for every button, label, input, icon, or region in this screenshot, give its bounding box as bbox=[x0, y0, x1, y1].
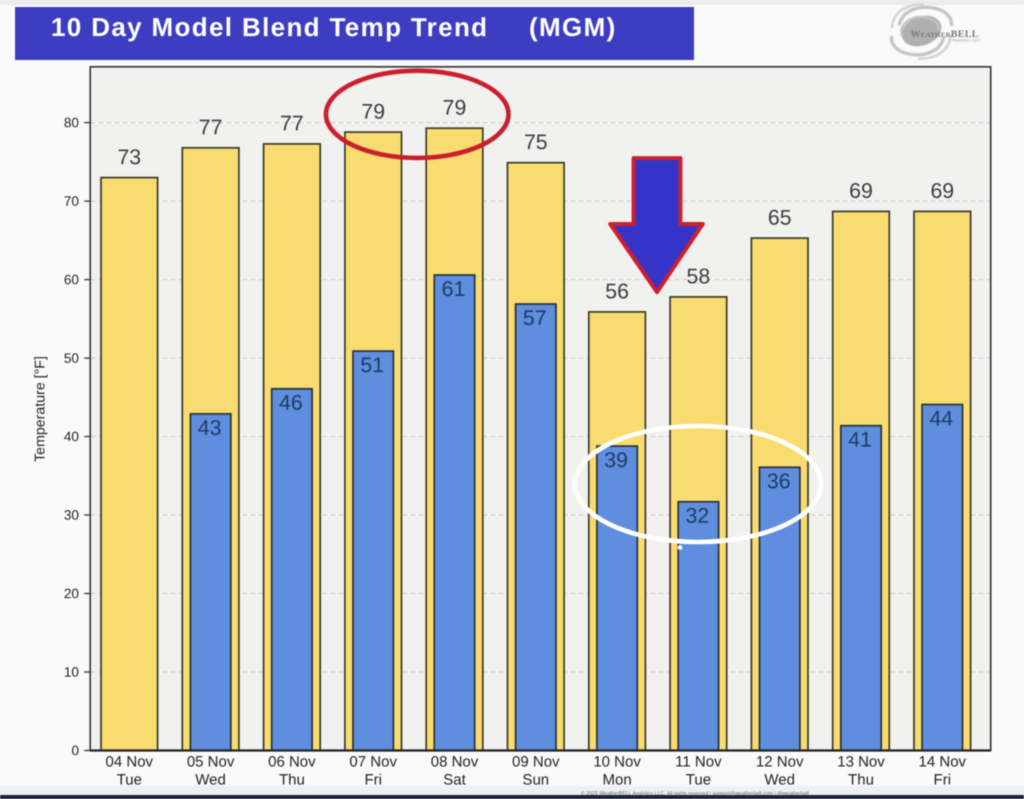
svg-text:0: 0 bbox=[71, 743, 79, 758]
svg-text:12 Nov: 12 Nov bbox=[756, 753, 804, 770]
svg-text:06 Nov: 06 Nov bbox=[268, 753, 316, 770]
svg-text:Mon: Mon bbox=[603, 771, 632, 788]
svg-text:30: 30 bbox=[64, 508, 80, 523]
svg-text:Thu: Thu bbox=[279, 771, 305, 788]
svg-text:13 Nov: 13 Nov bbox=[837, 753, 885, 770]
svg-text:07 Nov: 07 Nov bbox=[349, 753, 397, 770]
svg-text:Wed: Wed bbox=[764, 771, 795, 788]
svg-text:57: 57 bbox=[523, 306, 547, 330]
svg-text:40: 40 bbox=[64, 429, 80, 444]
svg-text:61: 61 bbox=[442, 277, 466, 301]
svg-text:Thu: Thu bbox=[848, 771, 874, 788]
svg-text:58: 58 bbox=[687, 264, 711, 288]
svg-text:Sun: Sun bbox=[522, 771, 549, 788]
svg-text:75: 75 bbox=[524, 130, 548, 154]
svg-text:56: 56 bbox=[605, 279, 629, 303]
svg-text:77: 77 bbox=[280, 111, 304, 135]
svg-text:09 Nov: 09 Nov bbox=[512, 753, 560, 770]
svg-text:© 2025 WeatherBELL Analytics L: © 2025 WeatherBELL Analytics LLC. All ri… bbox=[581, 790, 809, 797]
svg-text:Fri: Fri bbox=[934, 771, 952, 788]
svg-text:79: 79 bbox=[443, 96, 467, 120]
svg-text:36: 36 bbox=[767, 469, 791, 493]
svg-text:32: 32 bbox=[686, 504, 710, 528]
svg-text:70: 70 bbox=[64, 194, 80, 209]
svg-text:Wed: Wed bbox=[195, 771, 226, 788]
svg-text:(MGM): (MGM) bbox=[529, 12, 617, 42]
svg-text:79: 79 bbox=[361, 100, 385, 124]
svg-text:60: 60 bbox=[64, 272, 80, 287]
svg-text:77: 77 bbox=[199, 115, 223, 139]
svg-text:Sat: Sat bbox=[443, 771, 466, 788]
svg-text:Fri: Fri bbox=[364, 771, 382, 788]
svg-text:69: 69 bbox=[930, 179, 954, 203]
svg-text:10 Day Model Blend Temp Trend: 10 Day Model Blend Temp Trend bbox=[51, 12, 488, 42]
svg-text:Analytics LLC: Analytics LLC bbox=[951, 37, 982, 42]
svg-text:Temperature [°F]: Temperature [°F] bbox=[32, 356, 48, 462]
svg-text:39: 39 bbox=[604, 448, 628, 472]
svg-text:43: 43 bbox=[198, 416, 222, 440]
svg-text:Tue: Tue bbox=[117, 771, 142, 788]
svg-text:20: 20 bbox=[64, 586, 80, 601]
svg-text:05 Nov: 05 Nov bbox=[187, 753, 235, 770]
svg-text:65: 65 bbox=[768, 206, 792, 230]
svg-text:10: 10 bbox=[64, 665, 80, 680]
svg-text:04 Nov: 04 Nov bbox=[106, 753, 154, 770]
svg-text:41: 41 bbox=[848, 428, 872, 452]
svg-text:46: 46 bbox=[279, 391, 303, 415]
svg-text:44: 44 bbox=[929, 406, 953, 430]
svg-text:11 Nov: 11 Nov bbox=[675, 753, 722, 770]
svg-text:69: 69 bbox=[849, 179, 873, 203]
svg-text:Tue: Tue bbox=[686, 771, 711, 788]
svg-text:80: 80 bbox=[64, 115, 80, 130]
svg-text:50: 50 bbox=[64, 351, 80, 366]
svg-text:51: 51 bbox=[360, 353, 384, 377]
svg-text:14 Nov: 14 Nov bbox=[919, 753, 967, 770]
svg-text:WEATHERBELL: WEATHERBELL bbox=[910, 29, 978, 40]
svg-text:10 Nov: 10 Nov bbox=[593, 753, 641, 770]
svg-text:08 Nov: 08 Nov bbox=[431, 753, 479, 770]
svg-text:73: 73 bbox=[117, 145, 141, 169]
